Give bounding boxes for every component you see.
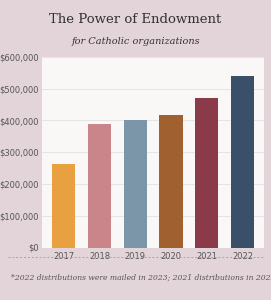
Bar — [195, 98, 218, 247]
Text: *2022 distributions were mailed in 2023; 2021 distributions in 2022; etc.: *2022 distributions were mailed in 2023;… — [11, 274, 271, 282]
Text: The Power of Endowment: The Power of Endowment — [49, 13, 222, 26]
Bar — [124, 121, 147, 248]
Text: for Catholic organizations: for Catholic organizations — [71, 37, 200, 46]
Bar — [231, 76, 254, 248]
Bar — [159, 115, 183, 248]
Bar — [88, 124, 111, 248]
Bar — [52, 164, 75, 248]
